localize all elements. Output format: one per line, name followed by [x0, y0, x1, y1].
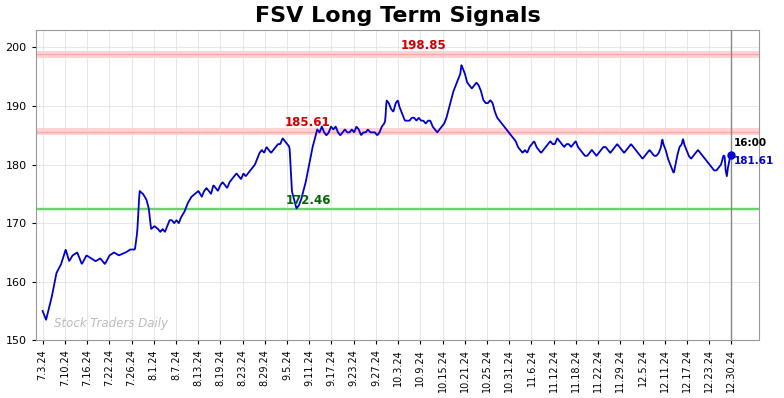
Bar — [36, 51, 759, 58]
Title: FSV Long Term Signals: FSV Long Term Signals — [255, 6, 540, 25]
Text: 172.46: 172.46 — [285, 194, 331, 207]
Text: Stock Traders Daily: Stock Traders Daily — [54, 317, 169, 330]
Text: 198.85: 198.85 — [401, 39, 446, 52]
Bar — [36, 207, 759, 211]
Text: 185.61: 185.61 — [285, 116, 331, 129]
Text: 181.61: 181.61 — [734, 156, 775, 166]
Bar — [36, 128, 759, 135]
Text: 16:00: 16:00 — [734, 138, 768, 148]
